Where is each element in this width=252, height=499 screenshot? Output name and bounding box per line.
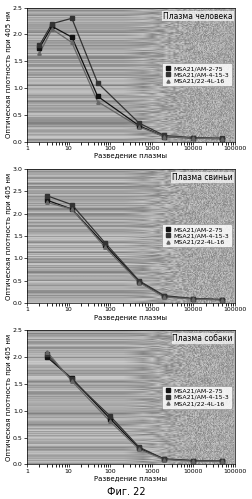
MSA21/22-4L-16 — [70, 206, 73, 212]
X-axis label: Разведение плазмы: Разведение плазмы — [94, 153, 167, 159]
Line: MSA21/AM-4-15-3: MSA21/AM-4-15-3 — [45, 194, 224, 301]
MSA21/AM-2-75 — [45, 197, 48, 203]
MSA21/AM-2-75 — [221, 458, 224, 464]
MSA21/AM-4-15-3 — [163, 132, 166, 138]
MSA21/22-4L-16 — [70, 378, 73, 384]
MSA21/22-4L-16 — [138, 447, 141, 453]
Y-axis label: Оптическая плотность при 405 нм: Оптическая плотность при 405 нм — [6, 11, 12, 138]
MSA21/AM-4-15-3 — [70, 202, 73, 208]
MSA21/AM-2-75 — [221, 136, 224, 142]
MSA21/AM-4-15-3 — [221, 296, 224, 302]
Y-axis label: Оптическая плотность при 405 нм: Оптическая плотность при 405 нм — [6, 334, 12, 461]
Legend: MSA21/AM-2-75, MSA21/AM-4-15-3, MSA21/22-4L-16: MSA21/AM-2-75, MSA21/AM-4-15-3, MSA21/22… — [162, 386, 232, 409]
MSA21/AM-4-15-3 — [70, 377, 73, 383]
MSA21/AM-2-75 — [96, 93, 99, 99]
Line: MSA21/AM-4-15-3: MSA21/AM-4-15-3 — [38, 16, 224, 140]
MSA21/22-4L-16 — [192, 135, 195, 141]
MSA21/AM-4-15-3 — [96, 80, 99, 86]
MSA21/22-4L-16 — [221, 136, 224, 142]
MSA21/22-4L-16 — [70, 39, 73, 45]
MSA21/AM-2-75 — [163, 456, 166, 462]
MSA21/AM-2-75 — [38, 45, 41, 51]
X-axis label: Разведение плазмы: Разведение плазмы — [94, 475, 167, 481]
MSA21/AM-4-15-3 — [50, 20, 53, 26]
Legend: MSA21/AM-2-75, MSA21/AM-4-15-3, MSA21/22-4L-16: MSA21/AM-2-75, MSA21/AM-4-15-3, MSA21/22… — [162, 63, 232, 86]
MSA21/AM-4-15-3 — [138, 278, 141, 284]
MSA21/AM-2-75 — [70, 34, 73, 40]
MSA21/22-4L-16 — [192, 296, 195, 302]
MSA21/22-4L-16 — [45, 200, 48, 206]
MSA21/22-4L-16 — [163, 294, 166, 300]
MSA21/AM-2-75 — [70, 375, 73, 381]
MSA21/AM-2-75 — [138, 445, 141, 451]
MSA21/AM-4-15-3 — [221, 135, 224, 141]
Line: MSA21/AM-2-75: MSA21/AM-2-75 — [38, 24, 224, 140]
MSA21/22-4L-16 — [163, 134, 166, 140]
Line: MSA21/22-4L-16: MSA21/22-4L-16 — [45, 350, 224, 463]
MSA21/AM-2-75 — [163, 134, 166, 140]
MSA21/22-4L-16 — [163, 457, 166, 463]
Text: Плазма собаки: Плазма собаки — [172, 334, 233, 343]
Text: Фиг. 22: Фиг. 22 — [107, 487, 145, 497]
X-axis label: Разведение плазмы: Разведение плазмы — [94, 314, 167, 320]
MSA21/AM-4-15-3 — [138, 444, 141, 450]
Text: Плазма свиньи: Плазма свиньи — [172, 173, 233, 182]
MSA21/AM-4-15-3 — [45, 351, 48, 357]
MSA21/AM-4-15-3 — [163, 456, 166, 462]
MSA21/AM-2-75 — [50, 23, 53, 29]
MSA21/AM-2-75 — [109, 416, 112, 422]
MSA21/AM-2-75 — [103, 242, 106, 248]
MSA21/AM-4-15-3 — [192, 135, 195, 141]
MSA21/22-4L-16 — [50, 26, 53, 32]
Line: MSA21/AM-4-15-3: MSA21/AM-4-15-3 — [45, 352, 224, 463]
MSA21/AM-2-75 — [221, 296, 224, 302]
MSA21/AM-4-15-3 — [109, 413, 112, 419]
MSA21/AM-2-75 — [192, 135, 195, 141]
MSA21/AM-4-15-3 — [192, 296, 195, 302]
MSA21/22-4L-16 — [109, 419, 112, 425]
MSA21/22-4L-16 — [221, 459, 224, 465]
MSA21/AM-2-75 — [70, 206, 73, 212]
MSA21/22-4L-16 — [38, 50, 41, 56]
MSA21/22-4L-16 — [221, 297, 224, 303]
MSA21/22-4L-16 — [138, 279, 141, 285]
Line: MSA21/22-4L-16: MSA21/22-4L-16 — [38, 27, 224, 140]
MSA21/AM-2-75 — [192, 458, 195, 464]
MSA21/22-4L-16 — [45, 349, 48, 355]
MSA21/22-4L-16 — [192, 458, 195, 464]
Text: Плазма человека: Плазма человека — [163, 11, 233, 20]
MSA21/AM-4-15-3 — [221, 458, 224, 464]
MSA21/22-4L-16 — [96, 99, 99, 105]
MSA21/AM-4-15-3 — [45, 193, 48, 199]
MSA21/AM-4-15-3 — [138, 120, 141, 126]
MSA21/AM-2-75 — [138, 278, 141, 284]
MSA21/AM-2-75 — [138, 123, 141, 129]
MSA21/AM-2-75 — [163, 293, 166, 299]
Y-axis label: Оптическая плотность при 405 нм: Оптическая плотность при 405 нм — [6, 173, 12, 299]
Line: MSA21/AM-2-75: MSA21/AM-2-75 — [45, 199, 224, 301]
MSA21/AM-4-15-3 — [70, 15, 73, 21]
MSA21/AM-4-15-3 — [192, 458, 195, 464]
MSA21/AM-2-75 — [192, 296, 195, 302]
MSA21/AM-2-75 — [45, 354, 48, 360]
MSA21/AM-4-15-3 — [38, 42, 41, 48]
Line: MSA21/22-4L-16: MSA21/22-4L-16 — [45, 201, 224, 302]
MSA21/AM-4-15-3 — [103, 240, 106, 246]
MSA21/22-4L-16 — [103, 244, 106, 250]
MSA21/AM-4-15-3 — [163, 292, 166, 298]
Legend: MSA21/AM-2-75, MSA21/AM-4-15-3, MSA21/22-4L-16: MSA21/AM-2-75, MSA21/AM-4-15-3, MSA21/22… — [162, 225, 232, 248]
Line: MSA21/AM-2-75: MSA21/AM-2-75 — [45, 355, 224, 463]
MSA21/22-4L-16 — [138, 124, 141, 130]
